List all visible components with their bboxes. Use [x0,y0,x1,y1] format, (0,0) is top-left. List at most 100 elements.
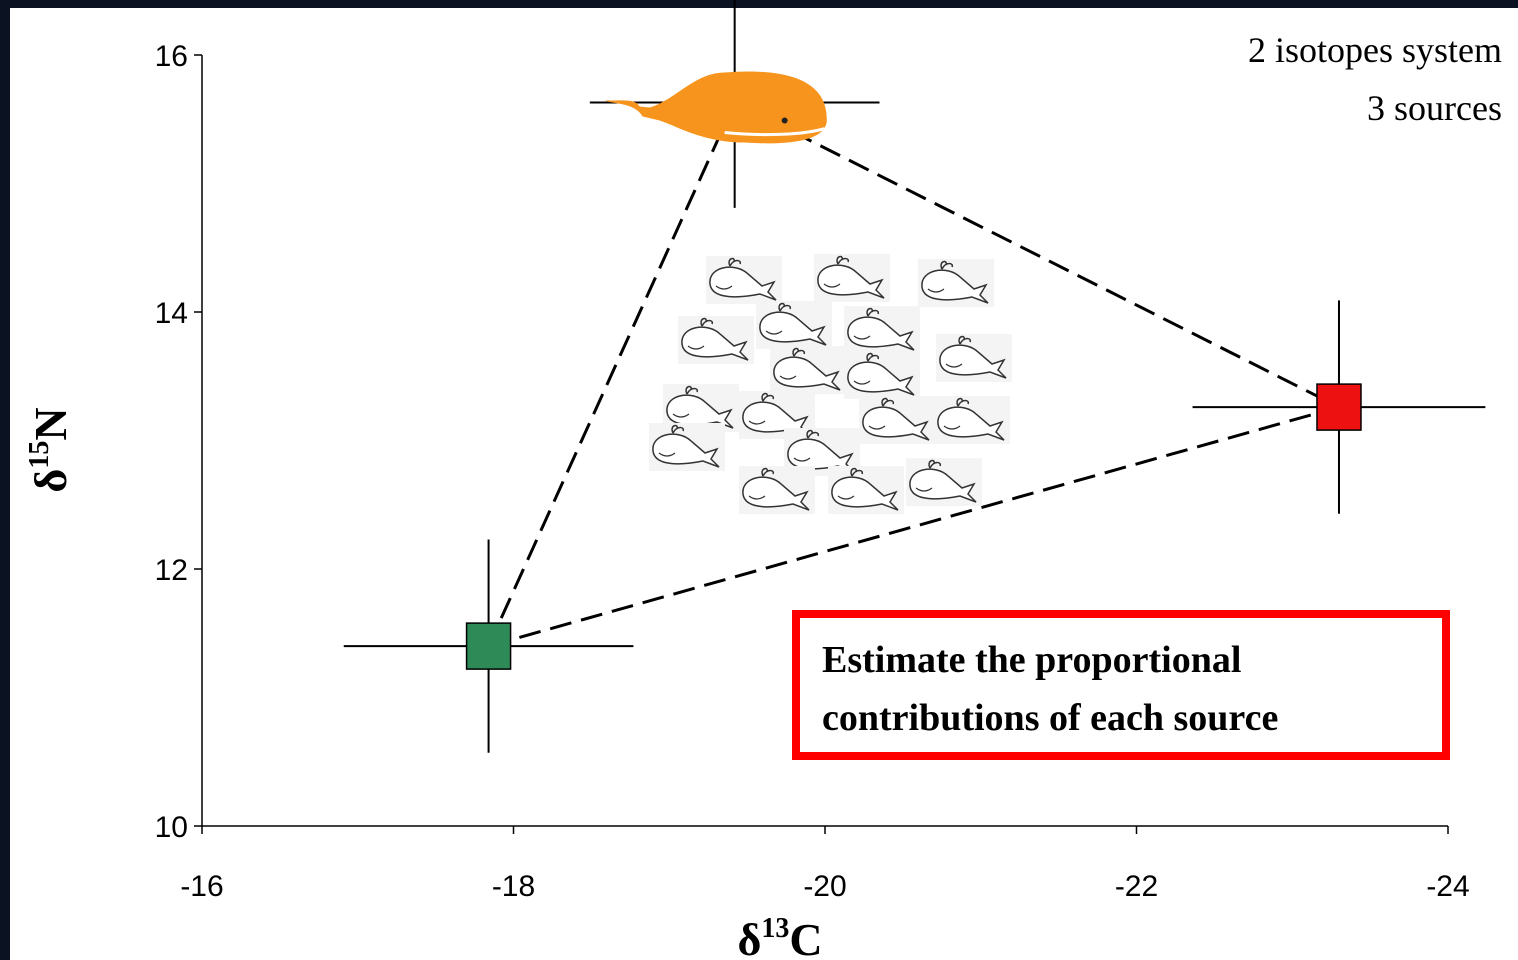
consumer-icon [706,256,782,304]
consumer-body [652,433,720,468]
annotation: 3 sources [1367,88,1502,128]
consumer-smile [927,288,945,293]
x-label-symbol: δ [737,914,761,960]
y-tick-label: 10 [155,811,188,844]
consumer-body [709,266,777,301]
x-tick-label: -22 [1115,870,1158,903]
consumer-smile [868,425,886,430]
consumer-spout [866,352,880,362]
consumer-body [939,344,1007,379]
consumer-smile [658,452,676,457]
source-whale [604,71,827,144]
whale-eye [781,117,788,124]
consumer-icon [859,396,935,444]
source-marker [1316,383,1362,431]
consumer-spout [806,429,820,439]
consumer-smile [715,285,733,290]
y-label-symbol: δ [25,469,76,493]
consumer-smile [943,425,961,430]
consumer-icon [756,301,832,349]
consumer-body [742,476,810,511]
consumer-spout [956,397,970,407]
consumer-spout [928,459,942,469]
mixing-edge [488,405,1340,648]
consumer-spout [685,385,699,395]
consumer-body [937,406,1005,441]
consumer-spout [850,467,864,477]
consumer-icon [814,254,890,302]
consumer-icon [934,396,1010,444]
consumer-spout [792,347,806,357]
consumer-body [681,326,749,361]
consumer-smile [748,420,766,425]
y-label-sup: 15 [24,441,55,469]
consumer-spout [866,307,880,317]
y-axis-label: δ15N [24,407,76,492]
consumer-smile [853,380,871,385]
consumer-icon [844,351,920,399]
x-axis-label: δ13C [737,913,822,960]
consumer-body [742,401,810,436]
whale-mouth [724,127,826,137]
consumer-body [847,361,915,396]
x-label-sup: 13 [761,913,789,944]
consumer-body [831,476,899,511]
consumer-icon [906,458,982,506]
consumer-icon [739,466,815,514]
consumer-spout [958,335,972,345]
consumer-body [817,264,885,299]
consumer-icon [918,259,994,307]
mixing-edge [487,101,737,647]
consumer-spout [761,392,775,402]
consumer-body [862,406,930,441]
consumer-smile [915,487,933,492]
callout-text: Estimate the proportional [822,639,1241,681]
consumer-body [847,316,915,351]
consumer-icon [678,316,754,364]
consumer-body [759,311,827,346]
consumer-spout [881,397,895,407]
consumer-smile [837,495,855,500]
consumer-smile [793,457,811,462]
callout-text: contributions of each source [822,697,1278,739]
consumer-smile [853,335,871,340]
consumer-spout [778,302,792,312]
consumer-spout [671,424,685,434]
annotation: 2 isotopes system [1248,30,1502,70]
y-tick-label: 14 [155,297,188,330]
consumer-spout [940,260,954,270]
consumer-spout [700,317,714,327]
consumer-smile [779,375,797,380]
consumer-smile [945,363,963,368]
x-tick-label: -18 [492,870,535,903]
consumer-icon [739,391,815,439]
mixing-edge [733,101,1340,409]
consumer-icon [844,306,920,354]
consumer-icon [936,334,1012,382]
consumer-smile [672,413,690,418]
consumer-smile [765,330,783,335]
consumer-spout [836,255,850,265]
consumer-icon [649,423,725,471]
consumer-smile [748,495,766,500]
y-tick-label: 16 [155,40,188,73]
y-tick-label: 12 [155,554,188,587]
source-marker [465,622,512,670]
x-label-element: C [789,914,822,960]
consumer-spout [728,257,742,267]
x-tick-label: -16 [180,870,223,903]
consumer-body [773,356,841,391]
y-label-element: N [25,407,76,440]
consumer-smile [687,345,705,350]
x-tick-label: -24 [1426,870,1469,903]
consumer-body [921,269,989,304]
consumer-icon [770,346,846,394]
x-tick-label: -20 [803,870,846,903]
callout-box [792,610,1450,760]
consumer-body [909,468,977,503]
whale-body [604,71,827,144]
consumer-smile [823,283,841,288]
consumer-icon [828,466,904,514]
